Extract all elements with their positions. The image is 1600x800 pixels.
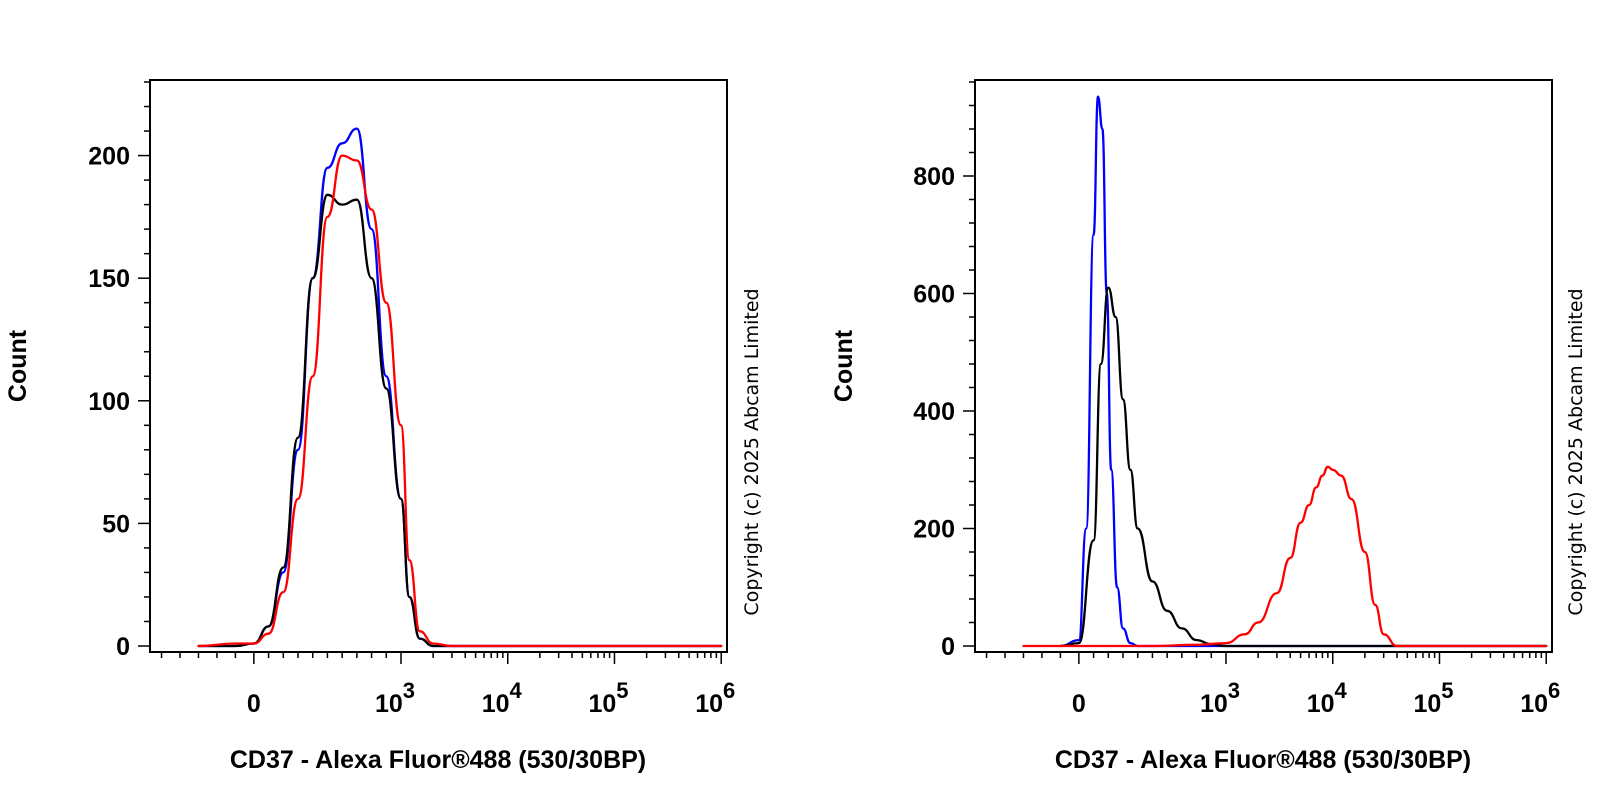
x-tick-label: 106 [695, 678, 735, 718]
y-tick-label: 800 [913, 163, 955, 191]
x-axis: 0 103 104 105 106 [160, 652, 735, 718]
y-tick-label: 400 [913, 398, 955, 426]
y-tick-label: 600 [913, 281, 955, 309]
y-tick-label: 100 [88, 388, 130, 416]
y-tick-label: 200 [88, 143, 130, 171]
x-tick-label: 0 [1072, 690, 1086, 718]
histogram-series-line [197, 127, 723, 648]
x-tick-label: 106 [1520, 678, 1560, 718]
y-tick-label: 200 [913, 516, 955, 544]
histogram-panel-2: 0 200 400 600 800 0 103 104 105 106 Count CD37 -… [830, 79, 1587, 774]
series-group [1022, 95, 1548, 648]
x-tick-label: 104 [482, 678, 523, 718]
x-tick-label: 105 [588, 678, 628, 718]
x-tick-label: 105 [1413, 678, 1453, 718]
x-tick-label: 103 [375, 678, 415, 718]
y-tick-label: 150 [88, 265, 130, 293]
series-group [197, 127, 723, 648]
plot-frame [974, 79, 1553, 653]
y-tick-label: 50 [102, 510, 130, 538]
copyright-text: Copyright (c) 2025 Abcam Limited [1565, 288, 1587, 615]
histogram-panel-1: 0 50 100 150 200 0 103 104 105 106 Count CD37 - … [4, 79, 763, 774]
y-axis-title: Count [830, 329, 858, 402]
histogram-series-line [197, 193, 723, 648]
copyright-text: Copyright (c) 2025 Abcam Limited [741, 288, 763, 615]
x-axis: 0 103 104 105 106 [985, 652, 1560, 718]
y-tick-label: 0 [116, 633, 130, 661]
y-axis: 0 200 400 600 800 [913, 81, 975, 661]
x-axis-title: CD37 - Alexa Fluor®488 (530/30BP) [230, 746, 646, 774]
x-axis-title: CD37 - Alexa Fluor®488 (530/30BP) [1055, 746, 1471, 774]
histogram-series-line [1022, 465, 1548, 648]
x-tick-label: 104 [1307, 678, 1348, 718]
y-axis: 0 50 100 150 200 [88, 81, 150, 661]
histogram-series-line [1059, 95, 1548, 648]
histogram-series-line [1059, 286, 1548, 648]
y-axis-title: Count [4, 329, 32, 402]
histogram-series-line [197, 154, 723, 648]
x-tick-label: 0 [247, 690, 261, 718]
x-tick-label: 103 [1200, 678, 1240, 718]
plot-frame [149, 79, 728, 653]
y-tick-label: 0 [941, 633, 955, 661]
